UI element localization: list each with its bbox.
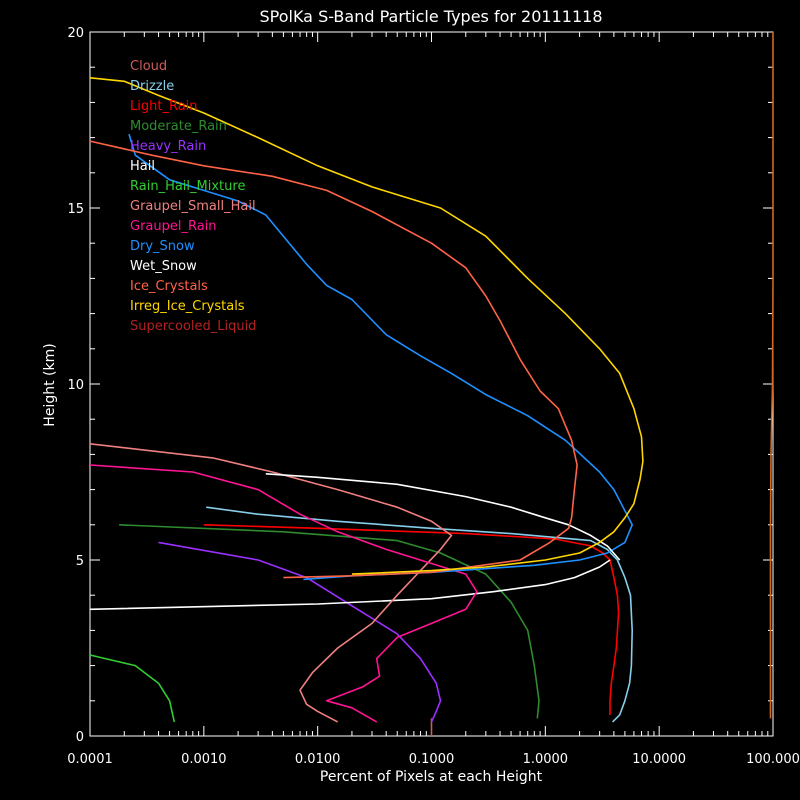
legend-item: Dry_Snow xyxy=(130,239,195,254)
series-line-dry-snow xyxy=(128,133,634,581)
series-lines xyxy=(89,32,774,736)
x-tick-label: 0.0001 xyxy=(67,752,113,767)
series-line-graupel-rain xyxy=(89,464,478,723)
legend-item: Moderate_Rain xyxy=(130,119,227,134)
legend-item: Rain_Hail_Mixture xyxy=(130,179,245,194)
chart-title: SPolKa S-Band Particle Types for 2011111… xyxy=(260,7,603,26)
y-tick-label: 15 xyxy=(67,202,84,217)
series-line-moderate-rain xyxy=(119,524,540,719)
legend-item: Irreg_Ice_Crystals xyxy=(130,299,245,314)
legend-item: Graupel_Small_Hail xyxy=(130,199,256,214)
series-line-rain-hail-mixture xyxy=(89,654,176,723)
y-axis-label: Height (km) xyxy=(42,343,58,426)
y-tick-label: 10 xyxy=(67,378,84,393)
legend-item: Hail xyxy=(130,159,155,174)
series-line-hail xyxy=(89,559,611,611)
legend-item: Heavy_Rain xyxy=(130,139,206,154)
y-tick-label: 0 xyxy=(76,730,84,745)
y-tick-label: 5 xyxy=(76,554,84,569)
legend: Cloud Drizzle Light_Rain Moderate_Rain Heavy… xyxy=(130,59,256,334)
series-line-unlabeled xyxy=(769,32,774,719)
legend-item: Ice_Crystals xyxy=(130,279,208,294)
series-line-ice-crystals xyxy=(89,140,578,579)
series-line-irreg-ice-crystals xyxy=(89,77,644,575)
x-tick-label: 0.0100 xyxy=(295,752,341,767)
legend-item: Graupel_Rain xyxy=(130,219,217,234)
x-axis-label: Percent of Pixels at each Height xyxy=(320,769,543,785)
legend-item: Drizzle xyxy=(130,79,174,94)
x-tick-label: 0.1000 xyxy=(409,752,455,767)
series-line-heavy-rain xyxy=(158,541,442,723)
legend-item: Light_Rain xyxy=(130,99,198,114)
x-tick-label: 100.000 xyxy=(746,752,800,767)
legend-item: Cloud xyxy=(130,59,167,74)
x-tick-label: 1.0000 xyxy=(523,752,569,767)
legend-item: Supercooled_Liquid xyxy=(130,319,256,334)
y-tick-label: 20 xyxy=(67,26,84,41)
series-line-drizzle xyxy=(206,506,634,723)
x-tick-label: 0.0010 xyxy=(181,752,227,767)
legend-item: Wet_Snow xyxy=(130,259,197,274)
series-line-light-rain xyxy=(203,524,620,715)
series-line-wet-snow xyxy=(265,473,621,561)
x-tick-label: 10.0000 xyxy=(632,752,686,767)
